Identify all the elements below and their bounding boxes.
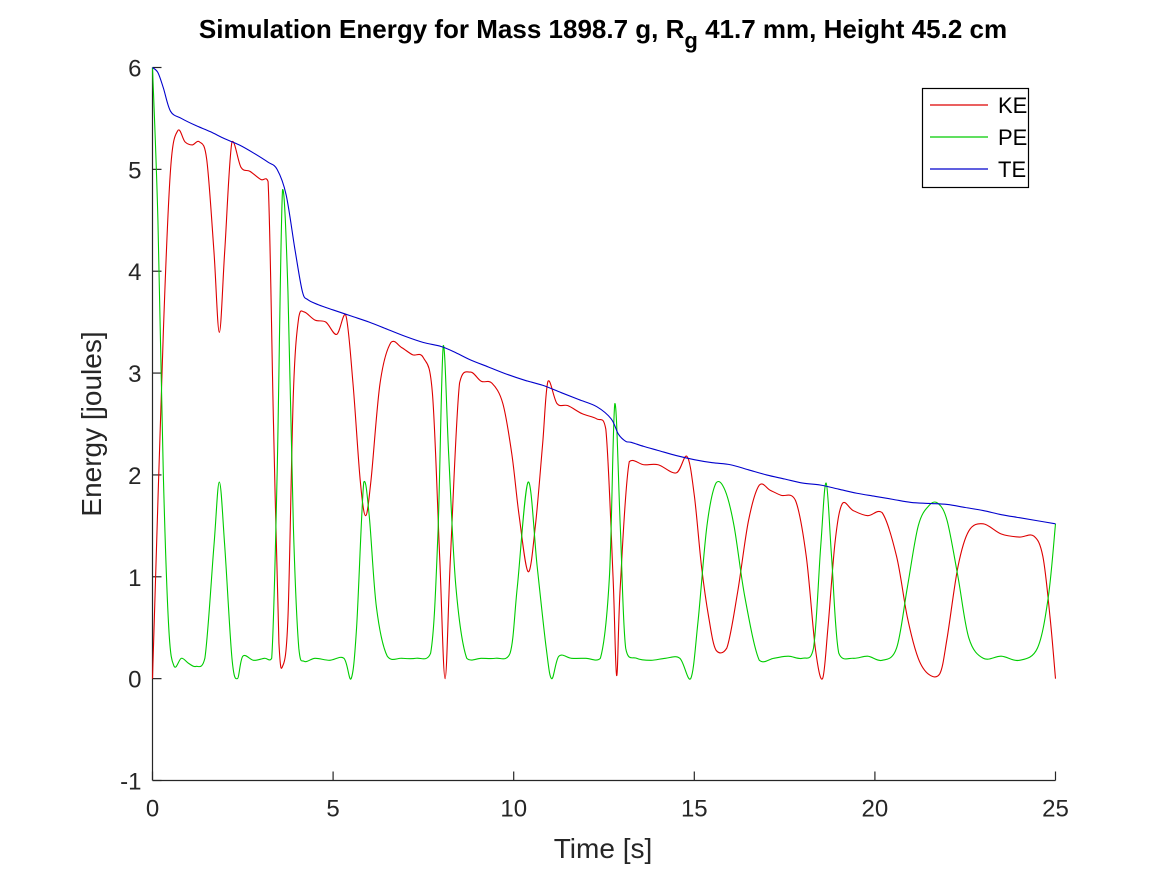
legend-label-ke: KE — [998, 93, 1027, 118]
y-axis-label: Energy [joules] — [76, 331, 107, 516]
y-tick-label: 4 — [128, 259, 141, 286]
legend: KE PE TE — [921, 87, 1030, 189]
chart-title-rest: 41.7 mm, Height 45.2 cm — [698, 14, 1007, 44]
chart-title-subscript: g — [684, 28, 697, 53]
y-ticks: -1 0 1 2 3 4 5 6 — [120, 56, 162, 796]
plot-area — [152, 67, 1056, 781]
y-tick-label: 6 — [128, 56, 141, 83]
x-tick-label: 0 — [146, 796, 159, 823]
y-tick-label: 2 — [128, 463, 141, 490]
x-tick-label: 5 — [326, 796, 339, 823]
legend-label-te: TE — [998, 157, 1026, 182]
y-tick-label: 5 — [128, 157, 141, 184]
chart-title: Simulation Energy for Mass 1898.7 g, Rg … — [199, 14, 1007, 53]
series-line-ke — [151, 129, 1057, 680]
series-lines — [151, 67, 1057, 680]
y-tick-label: -1 — [120, 769, 141, 796]
y-tick-label: 0 — [128, 667, 141, 694]
x-tick-label: 10 — [500, 796, 527, 823]
y-tick-label: 3 — [128, 361, 141, 388]
chart-title-main: Simulation Energy for Mass 1898.7 g, R — [199, 14, 685, 44]
y-tick-label: 1 — [128, 565, 141, 592]
x-axis-label: Time [s] — [554, 833, 653, 864]
x-tick-label: 15 — [681, 796, 708, 823]
x-tick-label: 20 — [862, 796, 889, 823]
series-line-te — [152, 67, 1056, 525]
x-tick-label: 25 — [1042, 796, 1069, 823]
x-ticks: 0 5 10 15 20 25 — [146, 771, 1069, 823]
series-line-pe — [151, 67, 1057, 680]
legend-label-pe: PE — [998, 125, 1027, 150]
